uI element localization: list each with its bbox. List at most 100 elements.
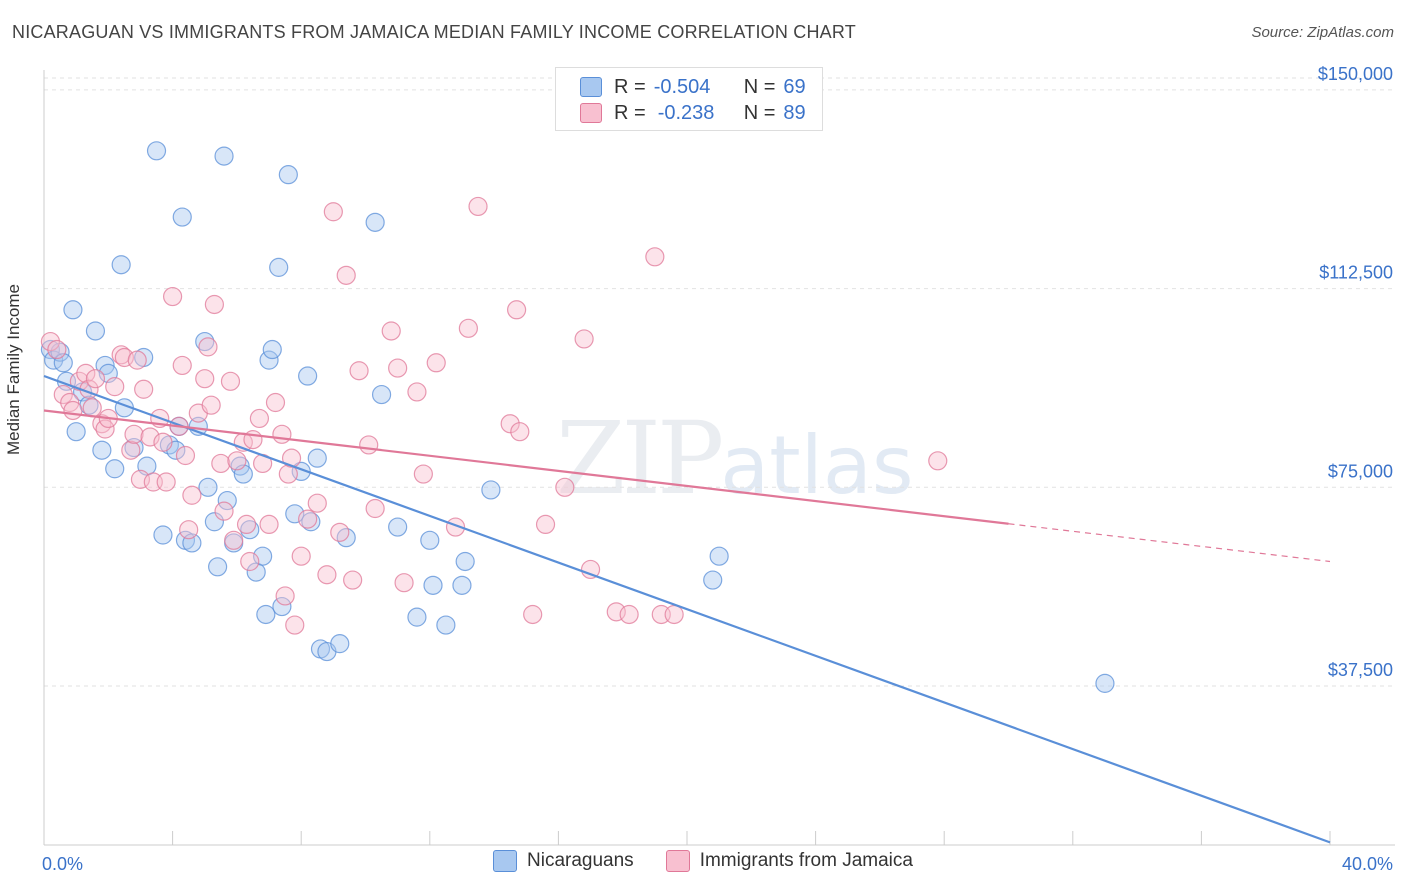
- point-nicaraguans: [388, 517, 408, 537]
- point-jamaica: [619, 604, 639, 625]
- watermark-atlas: atlas: [720, 419, 914, 512]
- legend-item-nicaraguans: Nicaraguans: [493, 850, 634, 872]
- point-jamaica: [214, 501, 234, 521]
- point-jamaica: [47, 339, 67, 360]
- stats-row-jamaica: R = -0.238 N = 89: [580, 100, 806, 126]
- point-nicaraguans: [146, 141, 167, 161]
- point-jamaica: [574, 329, 594, 349]
- point-jamaica: [555, 477, 575, 497]
- point-jamaica: [298, 509, 318, 529]
- point-nicaraguans: [262, 339, 282, 360]
- point-jamaica: [175, 445, 196, 466]
- point-nicaraguans: [66, 422, 86, 442]
- point-jamaica: [69, 371, 89, 391]
- stats-box: R = -0.504 N = 69 R = -0.238 N = 89: [555, 67, 823, 131]
- point-jamaica: [458, 318, 478, 338]
- point-jamaica: [211, 453, 231, 474]
- stats-r-label: R =: [614, 101, 646, 124]
- data-points: [40, 141, 1115, 693]
- stats-n-value: 69: [783, 75, 806, 98]
- tick-labels: $37,500 $75,000 $112,500 $150,000 0.0% 40.0%: [42, 64, 1393, 874]
- point-jamaica: [140, 427, 160, 447]
- point-nicaraguans: [204, 512, 224, 532]
- point-nicaraguans: [259, 350, 279, 370]
- y-tick-label: $75,000: [1328, 461, 1393, 481]
- point-nicaraguans: [455, 551, 475, 572]
- stats-r-value: -0.238: [657, 101, 715, 124]
- point-nicaraguans: [269, 257, 289, 277]
- y-tick-label: $37,500: [1328, 660, 1393, 680]
- point-nicaraguans: [198, 477, 218, 497]
- point-nicaraguans: [278, 165, 298, 185]
- watermark-zip: ZIP: [556, 400, 724, 517]
- point-nicaraguans: [105, 459, 125, 479]
- point-jamaica: [92, 414, 112, 434]
- point-nicaraguans: [452, 575, 472, 595]
- point-jamaica: [291, 546, 311, 566]
- point-nicaraguans: [709, 546, 729, 566]
- watermark: ZIPatlas: [556, 400, 914, 517]
- stats-row-nicaraguans: R = -0.504 N = 69: [580, 74, 806, 100]
- y-axis-label: Median Family Income: [4, 283, 23, 455]
- point-jamaica: [127, 350, 147, 370]
- point-nicaraguans: [50, 342, 70, 362]
- point-jamaica: [664, 604, 684, 625]
- axes: [43, 70, 1395, 846]
- point-jamaica: [259, 514, 279, 535]
- point-nicaraguans: [407, 607, 427, 627]
- point-nicaraguans: [436, 615, 456, 635]
- grid-lines: [44, 77, 1395, 687]
- point-jamaica: [285, 615, 305, 635]
- point-nicaraguans: [85, 321, 106, 341]
- point-jamaica: [394, 573, 414, 593]
- point-jamaica: [236, 514, 257, 535]
- point-nicaraguans: [63, 300, 83, 320]
- trend-line-nicaraguans: [43, 374, 1331, 844]
- point-nicaraguans: [371, 384, 392, 405]
- point-jamaica: [95, 419, 115, 439]
- x-tick-label: 0.0%: [42, 854, 83, 874]
- point-jamaica: [336, 265, 356, 285]
- point-nicaraguans: [217, 490, 237, 511]
- point-nicaraguans: [298, 366, 318, 386]
- point-jamaica: [510, 422, 530, 442]
- point-jamaica: [249, 408, 270, 429]
- stats-swatch-jamaica: [580, 103, 602, 123]
- point-jamaica: [121, 440, 141, 460]
- trend-lines: [43, 374, 1331, 844]
- point-nicaraguans: [253, 546, 273, 566]
- point-jamaica: [40, 331, 61, 352]
- point-nicaraguans: [420, 530, 440, 550]
- y-tick-label: $150,000: [1318, 64, 1393, 84]
- point-jamaica: [330, 522, 350, 542]
- stats-r-value: -0.504: [653, 75, 711, 98]
- point-jamaica: [388, 358, 408, 378]
- point-jamaica: [53, 384, 73, 405]
- point-jamaica: [82, 398, 102, 418]
- legend-label: Immigrants from Jamaica: [699, 850, 913, 871]
- point-jamaica: [349, 361, 369, 381]
- point-jamaica: [195, 369, 215, 389]
- stats-n-label: N =: [743, 101, 776, 124]
- point-jamaica: [224, 530, 244, 550]
- point-nicaraguans: [301, 512, 321, 532]
- point-nicaraguans: [111, 255, 131, 275]
- point-jamaica: [468, 196, 488, 217]
- y-tick-label: $112,500: [1319, 263, 1393, 283]
- stats-r-label: R =: [614, 75, 646, 98]
- point-nicaraguans: [92, 440, 112, 460]
- point-nicaraguans: [365, 212, 385, 232]
- legend-item-jamaica: Immigrants from Jamaica: [665, 850, 913, 872]
- point-jamaica: [63, 400, 83, 421]
- point-nicaraguans: [1095, 673, 1115, 693]
- trend-line-jamaica-extension: [1008, 523, 1331, 563]
- point-nicaraguans: [272, 596, 292, 617]
- legend-swatch-jamaica: [665, 850, 690, 872]
- point-jamaica: [507, 300, 527, 320]
- x-tick-label: 40.0%: [1342, 854, 1393, 874]
- point-jamaica: [227, 451, 247, 471]
- point-jamaica: [163, 286, 183, 307]
- point-jamaica: [153, 432, 173, 452]
- legend-label: Nicaraguans: [527, 850, 634, 871]
